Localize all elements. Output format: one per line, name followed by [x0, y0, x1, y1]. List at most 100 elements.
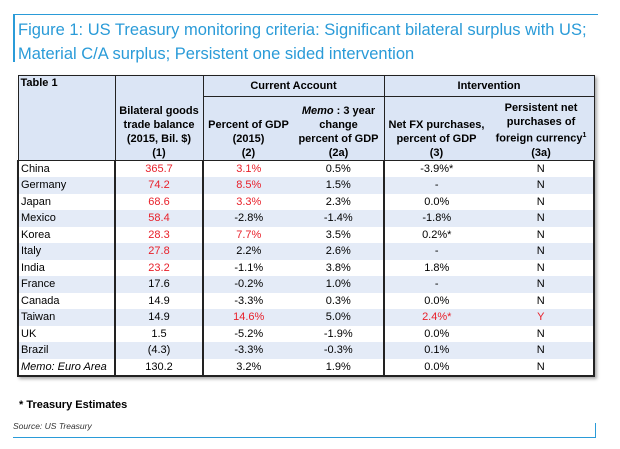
cell-trade-balance: (4.3) [115, 342, 204, 359]
cell-net-fx: 0.2%* [422, 228, 452, 241]
table-row: Japan 68.6 3.3% 2.3% 0.0% N [17, 193, 595, 211]
cell-3yr-change: 2.6% [293, 243, 385, 260]
cell-net-fx: - [384, 276, 489, 293]
cell-persistent-purchases: N [488, 177, 595, 194]
cell-percent-gdp: -3.3% [234, 294, 264, 307]
cell-persistent-purchases: Y [488, 309, 595, 326]
table-row: UK 1.5 -5.2% -1.9% 0.0% N [17, 325, 595, 343]
cell-3yr-change: 1.5% [293, 177, 385, 194]
cell-persistent-purchases: N [488, 226, 595, 244]
header-3yr-change: Memo : 3 year change percent of GDP (2a) [293, 96, 385, 161]
header-persistent-purchases: Persistent net purchases of foreign curren… [488, 96, 595, 161]
cell-trade-balance: 14.9 [115, 292, 204, 310]
cell-country: India [17, 259, 116, 277]
cell-country: UK [17, 325, 116, 343]
cell-country: Japan [17, 193, 116, 211]
cell-country: Canada [17, 292, 116, 310]
header-net-fx: Net FX purchases, percent of GDP (3) [383, 96, 489, 161]
cell-persistent-purchases: N [488, 325, 595, 343]
cell-country: Mexico [17, 210, 116, 227]
cell-percent-gdp: 2.2% [203, 243, 294, 260]
bottom-right-rule [595, 423, 596, 438]
table-row: Mexico 58.4 -2.8% -1.4% -1.8% N [17, 210, 595, 227]
cell-percent-gdp: 8.5% [203, 177, 294, 194]
cell-percent-gdp: 3.1% [236, 162, 262, 175]
table-row: Taiwan 14.9 14.6% 5.0% 2.4%* Y [17, 309, 595, 326]
cell-persistent-purchases: N [488, 160, 595, 178]
cell-3yr-change: 2.3% [293, 193, 385, 211]
cell-trade-balance: 58.4 [115, 210, 204, 227]
table-row: India 23.2 -1.1% 3.8% 1.8% N [17, 259, 595, 277]
cell-percent-gdp: -0.2% [203, 276, 294, 293]
cell-persistent-purchases: N [488, 342, 595, 359]
cell-percent-gdp: 14.6% [203, 309, 294, 326]
cell-trade-balance: 130.2 [115, 358, 204, 378]
cell-percent-gdp: 7.7% [236, 228, 262, 241]
table-row: China 365.7 3.1% 0.5% -3.9%* N [17, 160, 595, 178]
table-row: Memo: Euro Area 130.2 3.2% 1.9% 0.0% N [17, 358, 595, 378]
cell-country: Germany [17, 177, 116, 194]
cell-percent-gdp: -2.8% [203, 210, 294, 227]
cell-net-fx: - [384, 243, 489, 260]
cell-net-fx: 0.0% [424, 327, 450, 340]
cell-3yr-change: 3.5% [293, 226, 385, 244]
cell-trade-balance: 27.8 [115, 243, 204, 260]
cell-3yr-change: 0.5% [293, 160, 385, 178]
cell-percent-gdp: -5.2% [234, 327, 264, 340]
cell-3yr-change: -1.4% [293, 210, 385, 227]
cell-country: Italy [17, 243, 116, 260]
cell-country: Taiwan [17, 309, 116, 326]
cell-net-fx: 0.0% [384, 358, 489, 378]
monitoring-criteria-table: Table 1 Bilateral goods trade balance (201… [17, 75, 595, 378]
cell-persistent-purchases: N [488, 243, 595, 260]
cell-persistent-purchases: N [488, 210, 595, 227]
cell-3yr-change: -0.3% [293, 342, 385, 359]
table-row: France 17.6 -0.2% 1.0% - N [17, 276, 595, 293]
table-row: Germany 74.2 8.5% 1.5% - N [17, 177, 595, 194]
cell-trade-balance: 23.2 [115, 259, 204, 277]
cell-net-fx: -1.8% [384, 210, 489, 227]
cell-percent-gdp: -3.3% [203, 342, 294, 359]
title-left-rule [13, 14, 15, 62]
cell-net-fx: 0.0% [424, 195, 450, 208]
cell-net-fx: 2.4%* [384, 309, 489, 326]
cell-country: Memo: Euro Area [17, 358, 116, 378]
cell-persistent-purchases: N [488, 259, 595, 277]
cell-3yr-change: 3.8% [293, 259, 385, 277]
source-note: Source: US Treasury [13, 421, 92, 431]
table-row: Canada 14.9 -3.3% 0.3% 0.0% N [17, 292, 595, 310]
cell-net-fx: 1.8% [424, 261, 450, 274]
cell-trade-balance: 74.2 [115, 177, 204, 194]
cell-3yr-change: 5.0% [293, 309, 385, 326]
header-current-account: Current Account [202, 75, 385, 97]
figure-title: Figure 1: US Treasury monitoring criteri… [18, 21, 587, 63]
header-percent-gdp: Percent of GDP (2015) (2) [202, 96, 294, 161]
cell-country: France [17, 276, 116, 293]
title-top-rule [13, 14, 598, 15]
table-row: Brazil (4.3) -3.3% -0.3% 0.1% N [17, 342, 595, 359]
cell-persistent-purchases: N [488, 276, 595, 293]
cell-3yr-change: -1.9% [293, 325, 385, 343]
cell-persistent-purchases: N [488, 193, 595, 211]
cell-3yr-change: 1.9% [293, 358, 385, 378]
cell-percent-gdp: -1.1% [234, 261, 264, 274]
cell-trade-balance: 14.9 [115, 309, 204, 326]
cell-3yr-change: 1.0% [293, 276, 385, 293]
header-intervention: Intervention [383, 75, 595, 97]
cell-net-fx: -3.9%* [420, 162, 454, 175]
table-row: Korea 28.3 7.7% 3.5% 0.2%* N [17, 226, 595, 244]
cell-trade-balance: 28.3 [115, 226, 204, 244]
cell-3yr-change: 0.3% [293, 292, 385, 310]
table-label: Table 1 [17, 75, 116, 161]
cell-persistent-purchases: N [488, 292, 595, 310]
cell-country: Brazil [17, 342, 116, 359]
cell-trade-balance: 68.6 [115, 193, 204, 211]
bottom-rule [13, 437, 596, 438]
cell-percent-gdp: 3.3% [236, 195, 262, 208]
cell-net-fx: 0.0% [424, 294, 450, 307]
cell-country: China [17, 160, 116, 178]
cell-trade-balance: 17.6 [115, 276, 204, 293]
header-trade-balance: Bilateral goods trade balance (2015, Bil. … [114, 75, 204, 161]
footnote: * Treasury Estimates [19, 399, 128, 411]
cell-trade-balance: 365.7 [115, 160, 204, 178]
